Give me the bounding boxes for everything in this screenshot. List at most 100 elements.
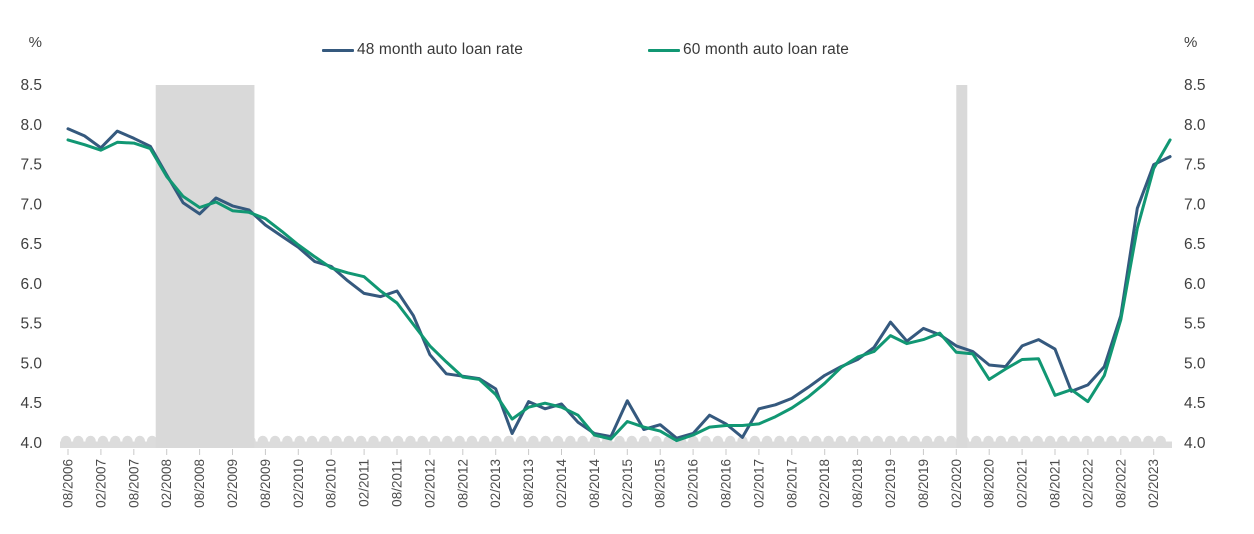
- baseline-scallop: [368, 435, 379, 447]
- x-axis-label: 08/2016: [719, 459, 734, 508]
- y-axis-label-right: 7.0: [1184, 196, 1206, 213]
- x-axis-label: 08/2015: [653, 459, 668, 508]
- baseline-scallop: [134, 435, 145, 447]
- baseline-scallop: [712, 435, 724, 447]
- baseline-scallop: [761, 435, 773, 447]
- y-axis-label-right: 6.0: [1184, 276, 1206, 293]
- y-axis-label-right: 8.5: [1184, 77, 1206, 94]
- x-axis-label: 08/2019: [916, 459, 931, 508]
- baseline-scallop: [848, 435, 859, 447]
- baseline-scallop: [811, 435, 822, 447]
- baseline-scallop: [1032, 435, 1043, 447]
- baseline-scallop: [1106, 435, 1117, 447]
- baseline-scallop: [503, 435, 514, 447]
- baseline-scallop: [565, 435, 576, 447]
- x-axis-label: 02/2015: [620, 459, 635, 508]
- baseline-scallop: [971, 435, 982, 447]
- baseline-scallop: [110, 435, 121, 447]
- recession-band: [155, 85, 255, 448]
- x-axis-label: 02/2019: [883, 459, 898, 508]
- x-axis-label: 08/2013: [521, 459, 536, 508]
- baseline-scallop: [1155, 435, 1166, 447]
- unit-labels: %%: [29, 34, 1198, 51]
- x-axis-label: 02/2016: [686, 459, 701, 508]
- y-axis-label-left: 8.0: [20, 117, 42, 134]
- baseline-scallop: [1044, 435, 1056, 447]
- x-axis-label: 02/2007: [93, 459, 108, 508]
- baseline-scallop: [454, 435, 465, 447]
- x-axis-label: 02/2013: [488, 459, 503, 508]
- baseline-scallop: [466, 435, 478, 447]
- y-axis-label-left: 4.5: [20, 395, 42, 412]
- x-axis-label: 08/2021: [1048, 459, 1063, 508]
- baseline-scallop: [282, 435, 293, 447]
- y-axis-label-left: 5.0: [20, 355, 42, 372]
- x-axis-label: 02/2014: [554, 459, 569, 508]
- baseline-scallop: [872, 435, 883, 447]
- x-axis-label: 02/2010: [291, 459, 306, 508]
- baseline-scallop: [60, 435, 72, 447]
- x-axis-label: 02/2009: [225, 459, 240, 508]
- baseline-scallop: [614, 435, 625, 447]
- baseline-scallop: [688, 435, 699, 447]
- x-axis-label: 08/2011: [390, 459, 405, 507]
- x-axis-label: 02/2022: [1080, 459, 1095, 508]
- x-axis-label: 08/2020: [982, 459, 997, 508]
- baseline-scallop: [1057, 435, 1068, 447]
- baseline-scallop: [638, 435, 650, 447]
- recession-band: [956, 85, 968, 448]
- baseline-scallop: [1130, 435, 1142, 447]
- baseline-scallop: [995, 435, 1006, 447]
- x-axis-label: 08/2006: [61, 459, 76, 508]
- baseline-scallop: [552, 435, 564, 447]
- baseline-scallop: [257, 435, 268, 447]
- x-axis-label: 08/2010: [324, 459, 339, 508]
- baseline-scallop: [331, 435, 342, 447]
- baseline-scallop: [442, 435, 453, 447]
- y-axis-label-right: 5.0: [1184, 355, 1206, 372]
- baseline-scallop: [122, 435, 133, 447]
- baseline-scallop: [983, 435, 994, 447]
- y-axis-labels: 4.0 4.0 4.5 4.5 5.0 5.0 5.5 5.5 6.0 6.0 6.5 6.5 7.0 7…: [20, 77, 1205, 452]
- baseline-scallop: [835, 435, 847, 447]
- baseline-scallop: [749, 435, 760, 447]
- baseline-scallop: [515, 435, 527, 447]
- baseline-scallop: [1007, 435, 1019, 447]
- baseline-scallop: [589, 435, 601, 447]
- baseline-scallop: [577, 435, 588, 447]
- x-axis-label: 08/2012: [455, 459, 470, 508]
- y-axis-label-right: 4.5: [1184, 395, 1206, 412]
- x-axis-label: 08/2009: [258, 459, 273, 508]
- x-axis-label: 02/2023: [1146, 459, 1161, 508]
- baseline-scallop: [1020, 435, 1031, 447]
- baseline-scallop: [392, 435, 404, 447]
- recession-bands: [155, 85, 968, 448]
- x-axis-label: 08/2008: [192, 459, 207, 508]
- x-axis-label: 08/2018: [850, 459, 865, 508]
- baseline-scallop: [146, 435, 158, 447]
- right-unit-label: %: [1184, 34, 1197, 51]
- baseline-scallop: [897, 435, 908, 447]
- y-axis-label-right: 7.5: [1184, 157, 1206, 174]
- baseline-scallop: [1069, 435, 1080, 447]
- baseline-scallop: [294, 435, 305, 447]
- baseline-scallop: [1143, 435, 1154, 447]
- series-lines: [66, 127, 1172, 443]
- baseline-scallop: [343, 435, 355, 447]
- baseline-scallop: [356, 435, 367, 447]
- baseline-scallop: [1118, 435, 1130, 447]
- baseline-scallop: [725, 435, 736, 447]
- baseline-scallop: [528, 435, 539, 447]
- baseline-scallop: [774, 435, 785, 447]
- baseline-scallop: [1081, 435, 1093, 447]
- baseline-scallop: [786, 435, 797, 447]
- baseline-scallop: [946, 435, 957, 447]
- baseline-scallop: [540, 435, 551, 447]
- y-axis-label-left: 6.5: [20, 236, 42, 253]
- baseline-scallop: [884, 435, 896, 447]
- x-axis-label: 02/2012: [422, 459, 437, 508]
- baseline-scallop: [429, 435, 441, 447]
- x-axis-label: 02/2008: [159, 459, 174, 508]
